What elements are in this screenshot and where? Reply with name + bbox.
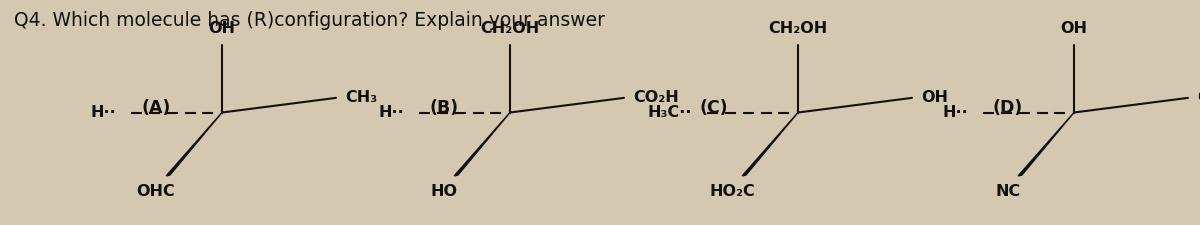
Text: HO: HO [431,184,457,200]
Text: OH: OH [1061,21,1087,36]
Text: (A): (A) [142,99,170,117]
Polygon shape [166,112,222,176]
Polygon shape [1018,112,1074,176]
Text: OH: OH [922,90,949,105]
Text: OH: OH [209,21,235,36]
Text: H₃C··: H₃C·· [648,105,692,120]
Text: (B): (B) [430,99,458,117]
Text: NC: NC [995,184,1021,200]
Text: H··: H·· [91,105,116,120]
Text: CH₃: CH₃ [346,90,378,105]
Text: H··: H·· [943,105,968,120]
Text: CH₃: CH₃ [1198,90,1200,105]
Text: H··: H·· [379,105,404,120]
Polygon shape [454,112,510,176]
Text: CH₂OH: CH₂OH [480,21,540,36]
Polygon shape [742,112,798,176]
Text: (C): (C) [700,99,728,117]
Text: Q4. Which molecule has (R)configuration? Explain your answer: Q4. Which molecule has (R)configuration?… [14,11,606,30]
Text: (D): (D) [992,99,1024,117]
Text: OHC: OHC [137,184,175,200]
Text: HO₂C: HO₂C [709,184,755,200]
Text: CH₂OH: CH₂OH [768,21,828,36]
Text: CO₂H: CO₂H [634,90,679,105]
